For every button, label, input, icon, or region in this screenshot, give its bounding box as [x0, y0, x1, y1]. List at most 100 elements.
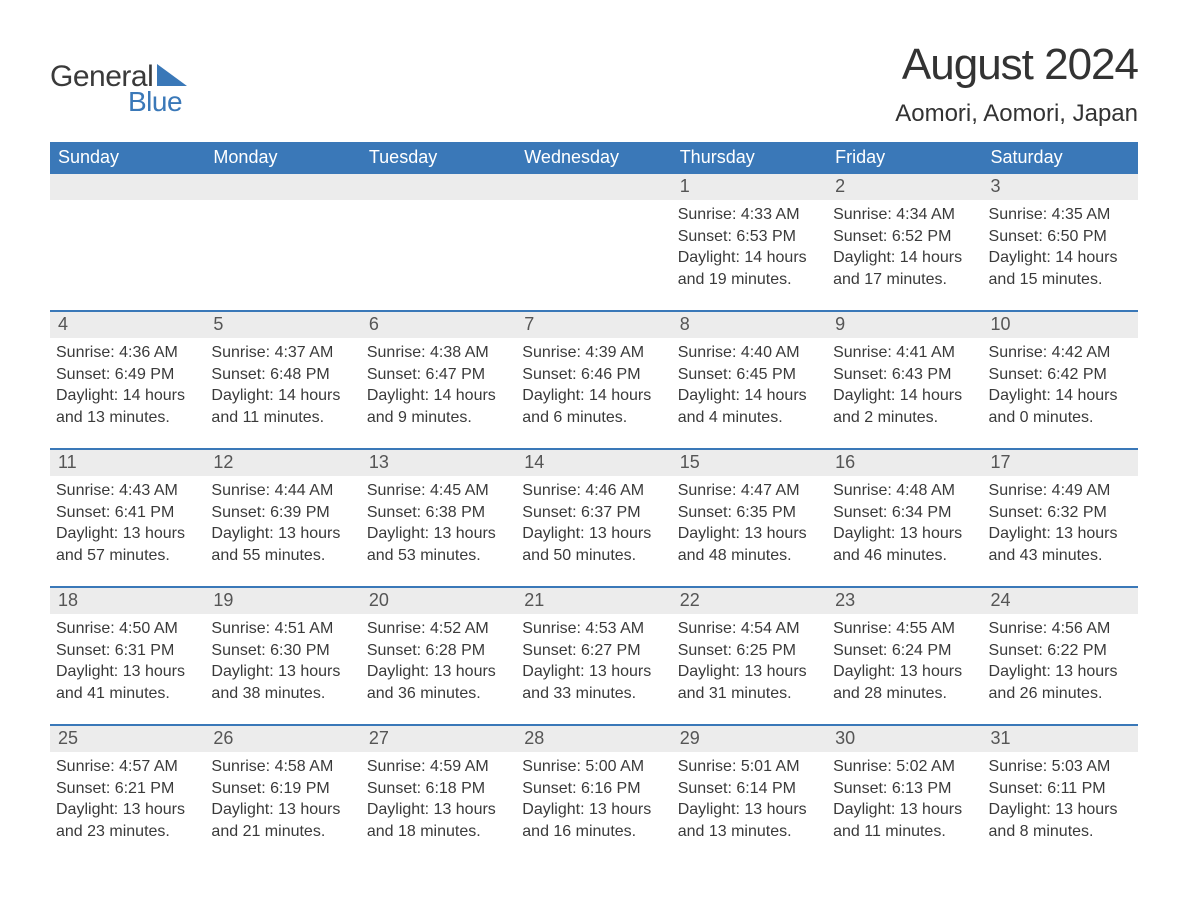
- day-number: 21: [516, 588, 671, 614]
- calendar: Sunday Monday Tuesday Wednesday Thursday…: [50, 142, 1138, 862]
- calendar-day: 22Sunrise: 4:54 AMSunset: 6:25 PMDayligh…: [672, 588, 827, 708]
- calendar-day: 28Sunrise: 5:00 AMSunset: 6:16 PMDayligh…: [516, 726, 671, 846]
- day-details: Sunrise: 4:59 AMSunset: 6:18 PMDaylight:…: [361, 752, 516, 844]
- daylight-line2: and 55 minutes.: [211, 545, 354, 567]
- sunset: Sunset: 6:11 PM: [989, 778, 1132, 800]
- daylight-line2: and 21 minutes.: [211, 821, 354, 843]
- sunrise: Sunrise: 4:36 AM: [56, 342, 199, 364]
- daylight-line1: Daylight: 13 hours: [678, 799, 821, 821]
- daylight-line2: and 46 minutes.: [833, 545, 976, 567]
- sunset: Sunset: 6:27 PM: [522, 640, 665, 662]
- sunset: Sunset: 6:47 PM: [367, 364, 510, 386]
- day-number: 19: [205, 588, 360, 614]
- sunrise: Sunrise: 4:56 AM: [989, 618, 1132, 640]
- daylight-line2: and 16 minutes.: [522, 821, 665, 843]
- daylight-line2: and 31 minutes.: [678, 683, 821, 705]
- sunrise: Sunrise: 4:35 AM: [989, 204, 1132, 226]
- daylight-line1: Daylight: 13 hours: [522, 523, 665, 545]
- daylight-line2: and 36 minutes.: [367, 683, 510, 705]
- sunrise: Sunrise: 4:49 AM: [989, 480, 1132, 502]
- daylight-line1: Daylight: 14 hours: [833, 385, 976, 407]
- calendar-day: 12Sunrise: 4:44 AMSunset: 6:39 PMDayligh…: [205, 450, 360, 570]
- calendar-day: 7Sunrise: 4:39 AMSunset: 6:46 PMDaylight…: [516, 312, 671, 432]
- day-details: Sunrise: 4:56 AMSunset: 6:22 PMDaylight:…: [983, 614, 1138, 706]
- calendar-day: 14Sunrise: 4:46 AMSunset: 6:37 PMDayligh…: [516, 450, 671, 570]
- sunrise: Sunrise: 4:47 AM: [678, 480, 821, 502]
- day-details: Sunrise: 5:00 AMSunset: 6:16 PMDaylight:…: [516, 752, 671, 844]
- sunrise: Sunrise: 4:46 AM: [522, 480, 665, 502]
- daylight-line1: Daylight: 13 hours: [989, 523, 1132, 545]
- sunset: Sunset: 6:21 PM: [56, 778, 199, 800]
- dow-saturday: Saturday: [983, 142, 1138, 174]
- day-details: Sunrise: 4:55 AMSunset: 6:24 PMDaylight:…: [827, 614, 982, 706]
- daylight-line1: Daylight: 13 hours: [678, 523, 821, 545]
- sunrise: Sunrise: 5:01 AM: [678, 756, 821, 778]
- daylight-line2: and 15 minutes.: [989, 269, 1132, 291]
- daylight-line2: and 13 minutes.: [56, 407, 199, 429]
- sunset: Sunset: 6:37 PM: [522, 502, 665, 524]
- day-number: 20: [361, 588, 516, 614]
- sunrise: Sunrise: 4:39 AM: [522, 342, 665, 364]
- day-details: Sunrise: 4:53 AMSunset: 6:27 PMDaylight:…: [516, 614, 671, 706]
- calendar-day: 31Sunrise: 5:03 AMSunset: 6:11 PMDayligh…: [983, 726, 1138, 846]
- calendar-day: [361, 174, 516, 294]
- sunrise: Sunrise: 4:58 AM: [211, 756, 354, 778]
- sunset: Sunset: 6:19 PM: [211, 778, 354, 800]
- sunrise: Sunrise: 4:33 AM: [678, 204, 821, 226]
- sunrise: Sunrise: 4:48 AM: [833, 480, 976, 502]
- calendar-day: 15Sunrise: 4:47 AMSunset: 6:35 PMDayligh…: [672, 450, 827, 570]
- day-details: Sunrise: 4:37 AMSunset: 6:48 PMDaylight:…: [205, 338, 360, 430]
- sunset: Sunset: 6:45 PM: [678, 364, 821, 386]
- sunset: Sunset: 6:53 PM: [678, 226, 821, 248]
- day-number: 9: [827, 312, 982, 338]
- day-number: 25: [50, 726, 205, 752]
- sunrise: Sunrise: 4:50 AM: [56, 618, 199, 640]
- sunrise: Sunrise: 4:55 AM: [833, 618, 976, 640]
- calendar-day: [516, 174, 671, 294]
- day-number: 16: [827, 450, 982, 476]
- calendar-body: 1Sunrise: 4:33 AMSunset: 6:53 PMDaylight…: [50, 174, 1138, 862]
- page: General Blue August 2024 Aomori, Aomori,…: [0, 0, 1188, 882]
- day-details: Sunrise: 4:54 AMSunset: 6:25 PMDaylight:…: [672, 614, 827, 706]
- sunset: Sunset: 6:22 PM: [989, 640, 1132, 662]
- header: General Blue August 2024 Aomori, Aomori,…: [50, 40, 1138, 128]
- calendar-day: 16Sunrise: 4:48 AMSunset: 6:34 PMDayligh…: [827, 450, 982, 570]
- day-number: [361, 174, 516, 200]
- daylight-line2: and 2 minutes.: [833, 407, 976, 429]
- day-details: Sunrise: 4:35 AMSunset: 6:50 PMDaylight:…: [983, 200, 1138, 292]
- dow-thursday: Thursday: [672, 142, 827, 174]
- title-block: August 2024 Aomori, Aomori, Japan: [895, 40, 1138, 128]
- daylight-line1: Daylight: 13 hours: [211, 523, 354, 545]
- daylight-line2: and 57 minutes.: [56, 545, 199, 567]
- day-details: Sunrise: 4:52 AMSunset: 6:28 PMDaylight:…: [361, 614, 516, 706]
- day-number: 7: [516, 312, 671, 338]
- day-number: 28: [516, 726, 671, 752]
- calendar-day: 13Sunrise: 4:45 AMSunset: 6:38 PMDayligh…: [361, 450, 516, 570]
- daylight-line1: Daylight: 14 hours: [367, 385, 510, 407]
- daylight-line2: and 50 minutes.: [522, 545, 665, 567]
- calendar-day: 17Sunrise: 4:49 AMSunset: 6:32 PMDayligh…: [983, 450, 1138, 570]
- calendar-day: [205, 174, 360, 294]
- daylight-line2: and 4 minutes.: [678, 407, 821, 429]
- sunset: Sunset: 6:38 PM: [367, 502, 510, 524]
- daylight-line2: and 8 minutes.: [989, 821, 1132, 843]
- day-number: 8: [672, 312, 827, 338]
- daylight-line2: and 41 minutes.: [56, 683, 199, 705]
- sunset: Sunset: 6:42 PM: [989, 364, 1132, 386]
- day-number: 17: [983, 450, 1138, 476]
- day-number: 22: [672, 588, 827, 614]
- day-details: Sunrise: 4:41 AMSunset: 6:43 PMDaylight:…: [827, 338, 982, 430]
- day-details: Sunrise: 4:34 AMSunset: 6:52 PMDaylight:…: [827, 200, 982, 292]
- calendar-week: 1Sunrise: 4:33 AMSunset: 6:53 PMDaylight…: [50, 174, 1138, 310]
- daylight-line1: Daylight: 13 hours: [367, 523, 510, 545]
- day-details: Sunrise: 4:36 AMSunset: 6:49 PMDaylight:…: [50, 338, 205, 430]
- sunset: Sunset: 6:16 PM: [522, 778, 665, 800]
- calendar-day: 2Sunrise: 4:34 AMSunset: 6:52 PMDaylight…: [827, 174, 982, 294]
- daylight-line1: Daylight: 13 hours: [833, 799, 976, 821]
- sunset: Sunset: 6:39 PM: [211, 502, 354, 524]
- day-details: Sunrise: 4:38 AMSunset: 6:47 PMDaylight:…: [361, 338, 516, 430]
- dow-wednesday: Wednesday: [516, 142, 671, 174]
- daylight-line2: and 53 minutes.: [367, 545, 510, 567]
- calendar-day: 9Sunrise: 4:41 AMSunset: 6:43 PMDaylight…: [827, 312, 982, 432]
- daylight-line1: Daylight: 13 hours: [56, 661, 199, 683]
